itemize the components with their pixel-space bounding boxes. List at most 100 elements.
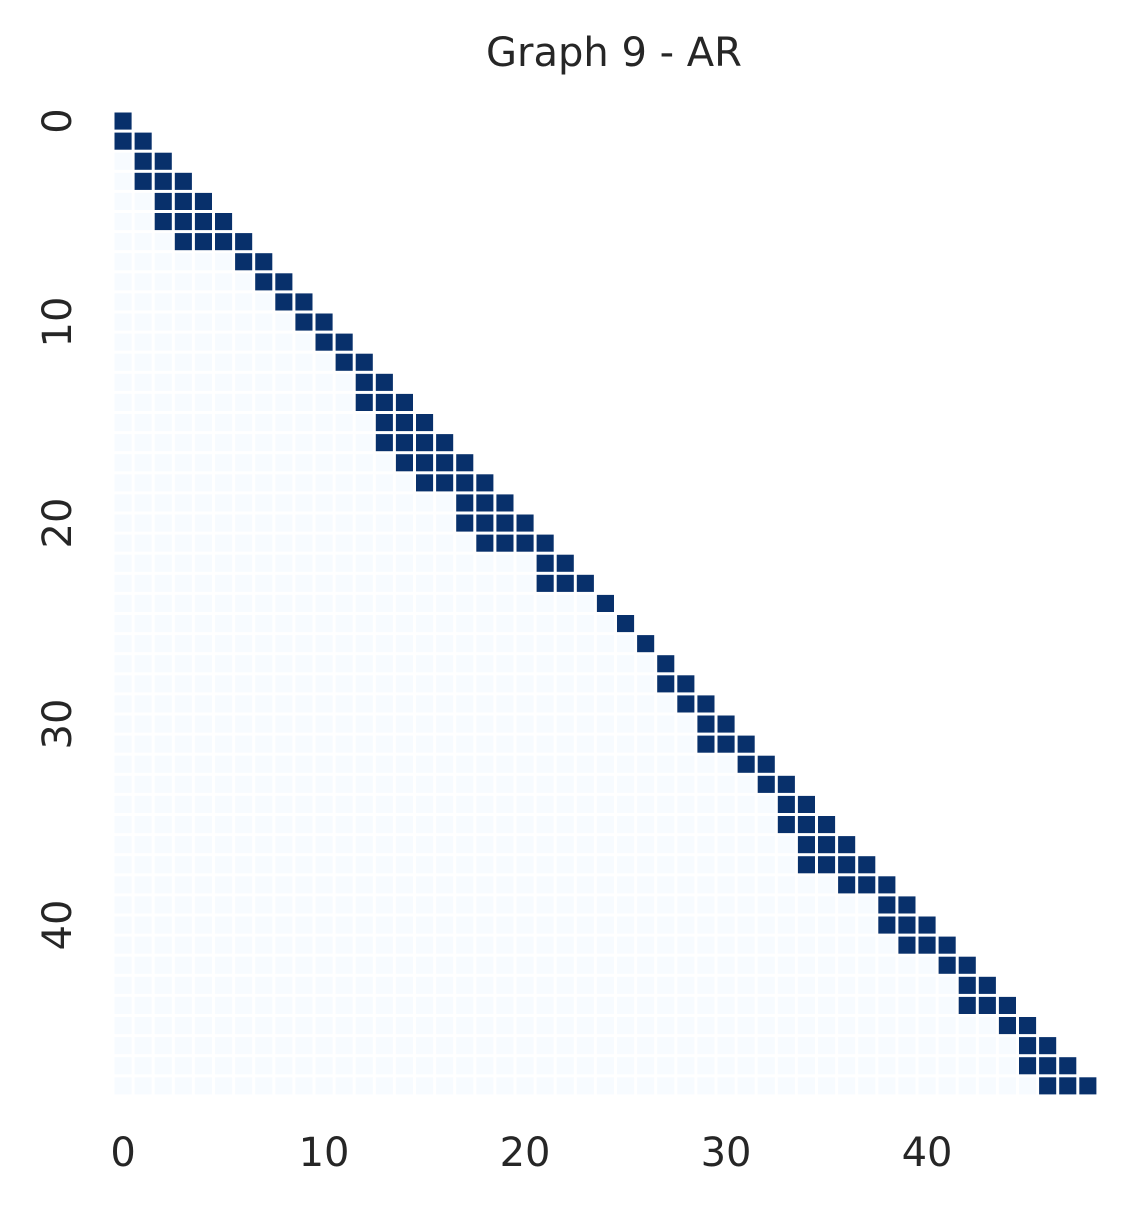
heatmap-cell-edge bbox=[416, 414, 434, 432]
heatmap-cell-empty bbox=[677, 856, 695, 874]
heatmap-cell-empty bbox=[114, 172, 132, 190]
heatmap-cell-empty bbox=[757, 856, 775, 874]
heatmap-cell-empty bbox=[436, 695, 454, 713]
heatmap-cell-empty bbox=[375, 755, 393, 773]
heatmap-cell-empty bbox=[134, 1037, 152, 1055]
heatmap-cell-empty bbox=[838, 1057, 856, 1075]
heatmap-cell-empty bbox=[516, 695, 534, 713]
heatmap-cell-empty bbox=[315, 373, 333, 391]
heatmap-cell-empty bbox=[315, 454, 333, 472]
heatmap-cell-empty bbox=[556, 996, 574, 1014]
heatmap-cell-empty bbox=[496, 836, 514, 854]
heatmap-cell-empty bbox=[154, 996, 172, 1014]
heatmap-cell-empty bbox=[717, 996, 735, 1014]
heatmap-cell-empty bbox=[436, 775, 454, 793]
heatmap-cell-empty bbox=[355, 414, 373, 432]
heatmap-cell-empty bbox=[576, 715, 594, 733]
heatmap-cell-edge bbox=[1059, 1057, 1077, 1075]
x-tick-label: 20 bbox=[500, 1130, 551, 1176]
heatmap-cell-empty bbox=[536, 635, 554, 653]
heatmap-cell-empty bbox=[395, 755, 413, 773]
heatmap-cell-empty bbox=[114, 253, 132, 271]
y-tick-label: 0 bbox=[35, 108, 81, 133]
heatmap-cell-empty bbox=[536, 936, 554, 954]
heatmap-cell-empty bbox=[215, 393, 233, 411]
heatmap-cell-edge bbox=[958, 976, 976, 994]
heatmap-cell-edge bbox=[737, 755, 755, 773]
heatmap-cell-empty bbox=[154, 615, 172, 633]
heatmap-cell-empty bbox=[355, 936, 373, 954]
heatmap-cell-empty bbox=[315, 514, 333, 532]
heatmap-cell-empty bbox=[496, 755, 514, 773]
heatmap-cell-empty bbox=[154, 253, 172, 271]
heatmap-cell-empty bbox=[315, 695, 333, 713]
heatmap-cell-empty bbox=[215, 414, 233, 432]
heatmap-cell-empty bbox=[516, 775, 534, 793]
heatmap-cell-empty bbox=[114, 474, 132, 492]
heatmap-cell-empty bbox=[596, 1037, 614, 1055]
heatmap-cell-empty bbox=[496, 996, 514, 1014]
heatmap-cell-edge bbox=[174, 233, 192, 251]
heatmap-cell-empty bbox=[596, 675, 614, 693]
heatmap-cell-empty bbox=[858, 956, 876, 974]
heatmap-cell-empty bbox=[154, 474, 172, 492]
heatmap-cell-empty bbox=[395, 675, 413, 693]
heatmap-cell-edge bbox=[697, 735, 715, 753]
heatmap-cell-empty bbox=[476, 936, 494, 954]
heatmap-cell-empty bbox=[657, 896, 675, 914]
heatmap-cell-empty bbox=[416, 594, 434, 612]
heatmap-cell-empty bbox=[375, 735, 393, 753]
heatmap-cell-empty bbox=[496, 956, 514, 974]
heatmap-cell-empty bbox=[757, 1017, 775, 1035]
heatmap-cell-empty bbox=[496, 775, 514, 793]
heatmap-cell-edge bbox=[958, 996, 976, 1014]
heatmap-cell-empty bbox=[456, 534, 474, 552]
heatmap-cell-empty bbox=[697, 856, 715, 874]
heatmap-cell-empty bbox=[436, 876, 454, 894]
heatmap-cell-empty bbox=[275, 494, 293, 512]
heatmap-cell-empty bbox=[436, 554, 454, 572]
heatmap-cell-empty bbox=[134, 996, 152, 1014]
heatmap-cell-empty bbox=[235, 1057, 253, 1075]
heatmap-cell-empty bbox=[476, 956, 494, 974]
heatmap-cell-empty bbox=[516, 675, 534, 693]
heatmap-cell-empty bbox=[114, 534, 132, 552]
heatmap-cell-empty bbox=[295, 1037, 313, 1055]
heatmap-cell-empty bbox=[194, 1017, 212, 1035]
heatmap-cell-empty bbox=[938, 996, 956, 1014]
heatmap-cell-empty bbox=[174, 836, 192, 854]
heatmap-cell-empty bbox=[295, 1017, 313, 1035]
heatmap-cell-empty bbox=[174, 534, 192, 552]
heatmap-cell-empty bbox=[114, 293, 132, 311]
heatmap-cell-empty bbox=[194, 594, 212, 612]
heatmap-cell-empty bbox=[295, 896, 313, 914]
heatmap-cell-empty bbox=[576, 775, 594, 793]
heatmap-cell-empty bbox=[154, 434, 172, 452]
heatmap-cell-empty bbox=[797, 1037, 815, 1055]
heatmap-cell-empty bbox=[536, 956, 554, 974]
heatmap-cell-empty bbox=[858, 1057, 876, 1075]
heatmap-cell-empty bbox=[194, 414, 212, 432]
heatmap-cell-empty bbox=[194, 494, 212, 512]
heatmap-cell-empty bbox=[717, 876, 735, 894]
heatmap-cell-empty bbox=[255, 735, 273, 753]
heatmap-cell-empty bbox=[154, 554, 172, 572]
heatmap-cell-empty bbox=[355, 434, 373, 452]
heatmap-cell-empty bbox=[637, 1057, 655, 1075]
heatmap-cell-empty bbox=[416, 675, 434, 693]
heatmap-cell-empty bbox=[235, 775, 253, 793]
heatmap-cell-empty bbox=[496, 936, 514, 954]
heatmap-cell-empty bbox=[556, 735, 574, 753]
heatmap-cell-empty bbox=[235, 333, 253, 351]
heatmap-cell-empty bbox=[496, 715, 514, 733]
heatmap-cell-empty bbox=[154, 936, 172, 954]
heatmap-cell-empty bbox=[134, 393, 152, 411]
heatmap-cell-empty bbox=[114, 876, 132, 894]
heatmap-cell-empty bbox=[174, 996, 192, 1014]
heatmap-cell-empty bbox=[255, 816, 273, 834]
heatmap-cell-empty bbox=[295, 454, 313, 472]
heatmap-cell-empty bbox=[114, 313, 132, 331]
heatmap-cell-empty bbox=[235, 695, 253, 713]
heatmap-cell-empty bbox=[677, 896, 695, 914]
